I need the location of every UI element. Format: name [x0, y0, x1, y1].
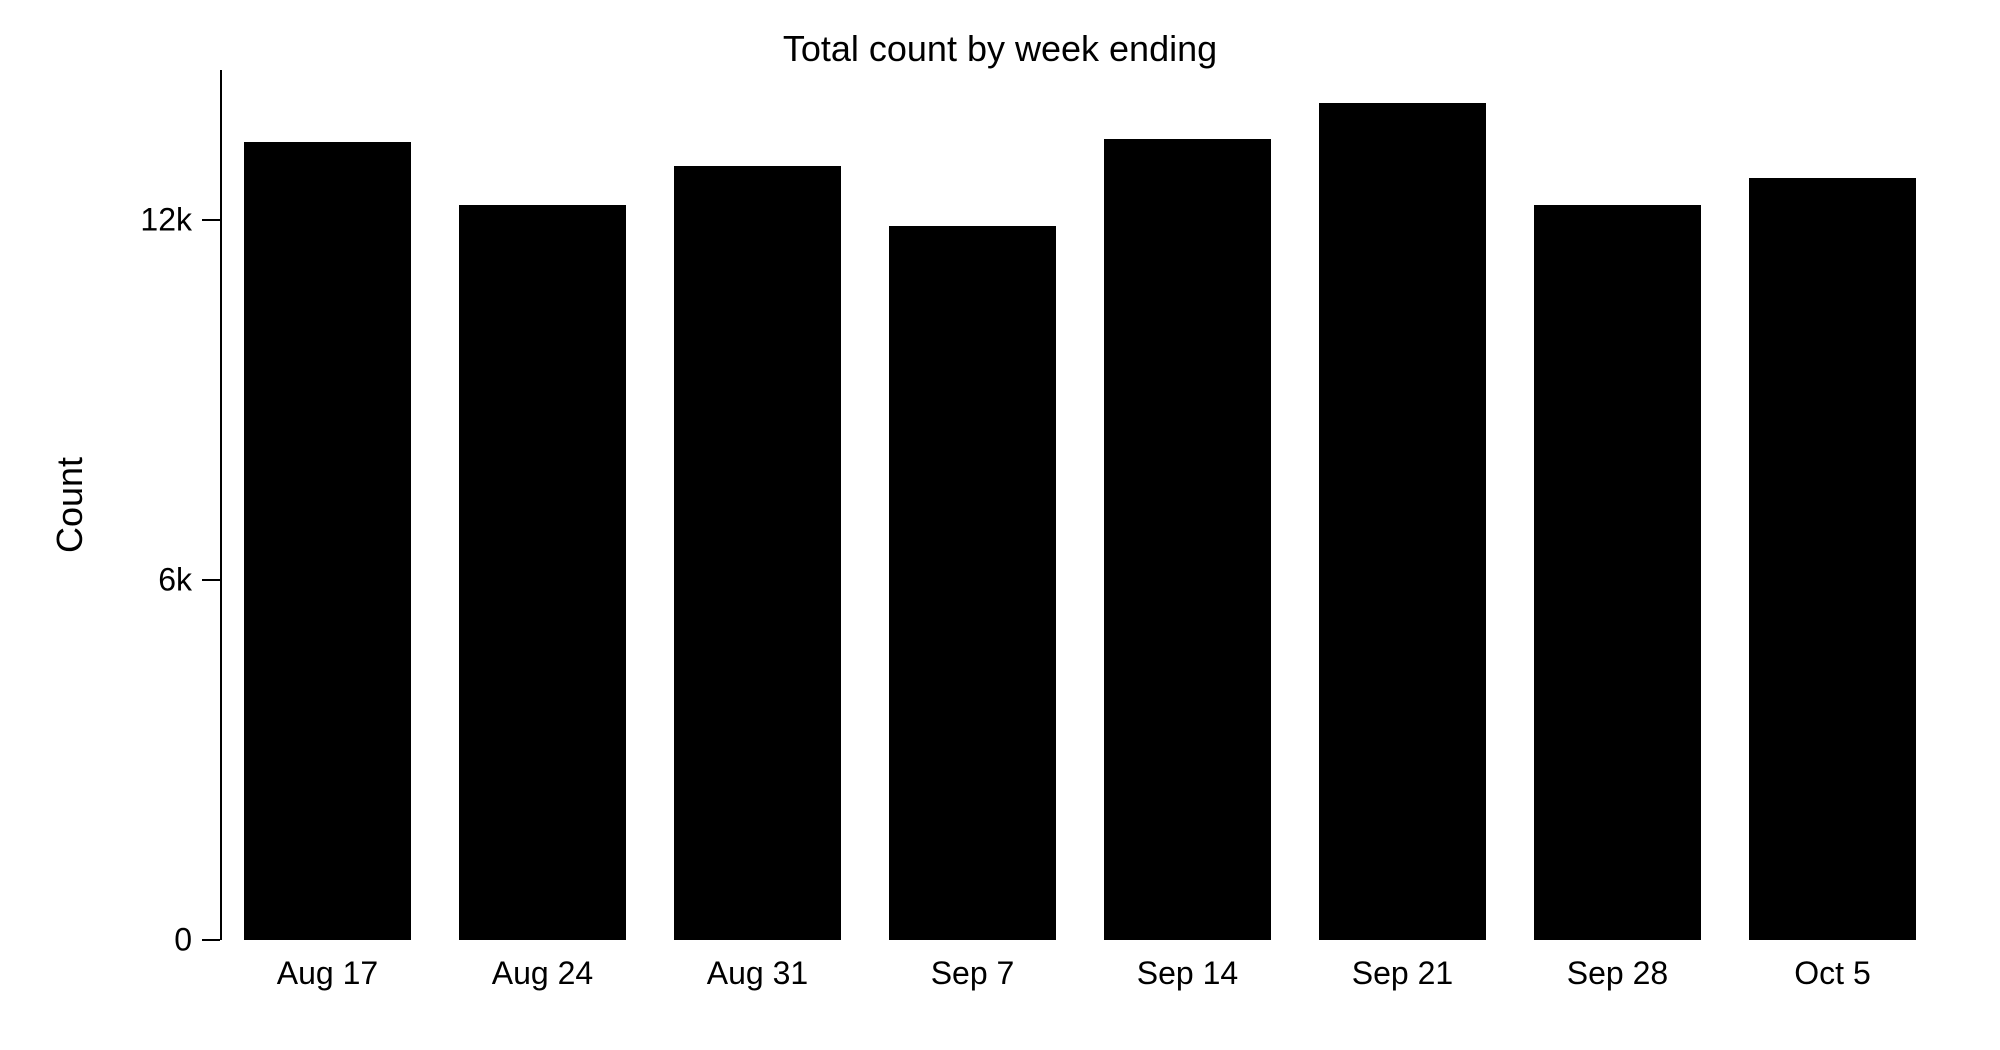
bar: [1104, 139, 1272, 940]
y-axis-label: Count: [49, 457, 91, 553]
bar-chart: Total count by week ending Count 06k12k …: [0, 0, 2000, 1050]
bar: [459, 205, 627, 940]
x-tick-label: Aug 31: [707, 955, 808, 992]
x-tick-label: Sep 21: [1352, 955, 1453, 992]
y-tick-mark: [202, 939, 220, 941]
y-tick-mark: [202, 219, 220, 221]
bar: [674, 166, 842, 940]
bar: [889, 226, 1057, 940]
y-tick-label: 12k: [140, 202, 192, 239]
y-tick-label: 6k: [158, 562, 192, 599]
x-tick-label: Aug 24: [492, 955, 593, 992]
bar: [1534, 205, 1702, 940]
x-tick-label: Sep 28: [1567, 955, 1668, 992]
x-tick-label: Aug 17: [277, 955, 378, 992]
x-tick-label: Sep 14: [1137, 955, 1238, 992]
bar: [1319, 103, 1487, 940]
bars-area: [220, 70, 1940, 940]
y-tick-label: 0: [174, 922, 192, 959]
bar: [244, 142, 412, 940]
chart-title: Total count by week ending: [0, 28, 2000, 70]
x-tick-label: Sep 7: [931, 955, 1015, 992]
y-tick-mark: [202, 579, 220, 581]
bar: [1749, 178, 1917, 940]
x-tick-label: Oct 5: [1794, 955, 1870, 992]
